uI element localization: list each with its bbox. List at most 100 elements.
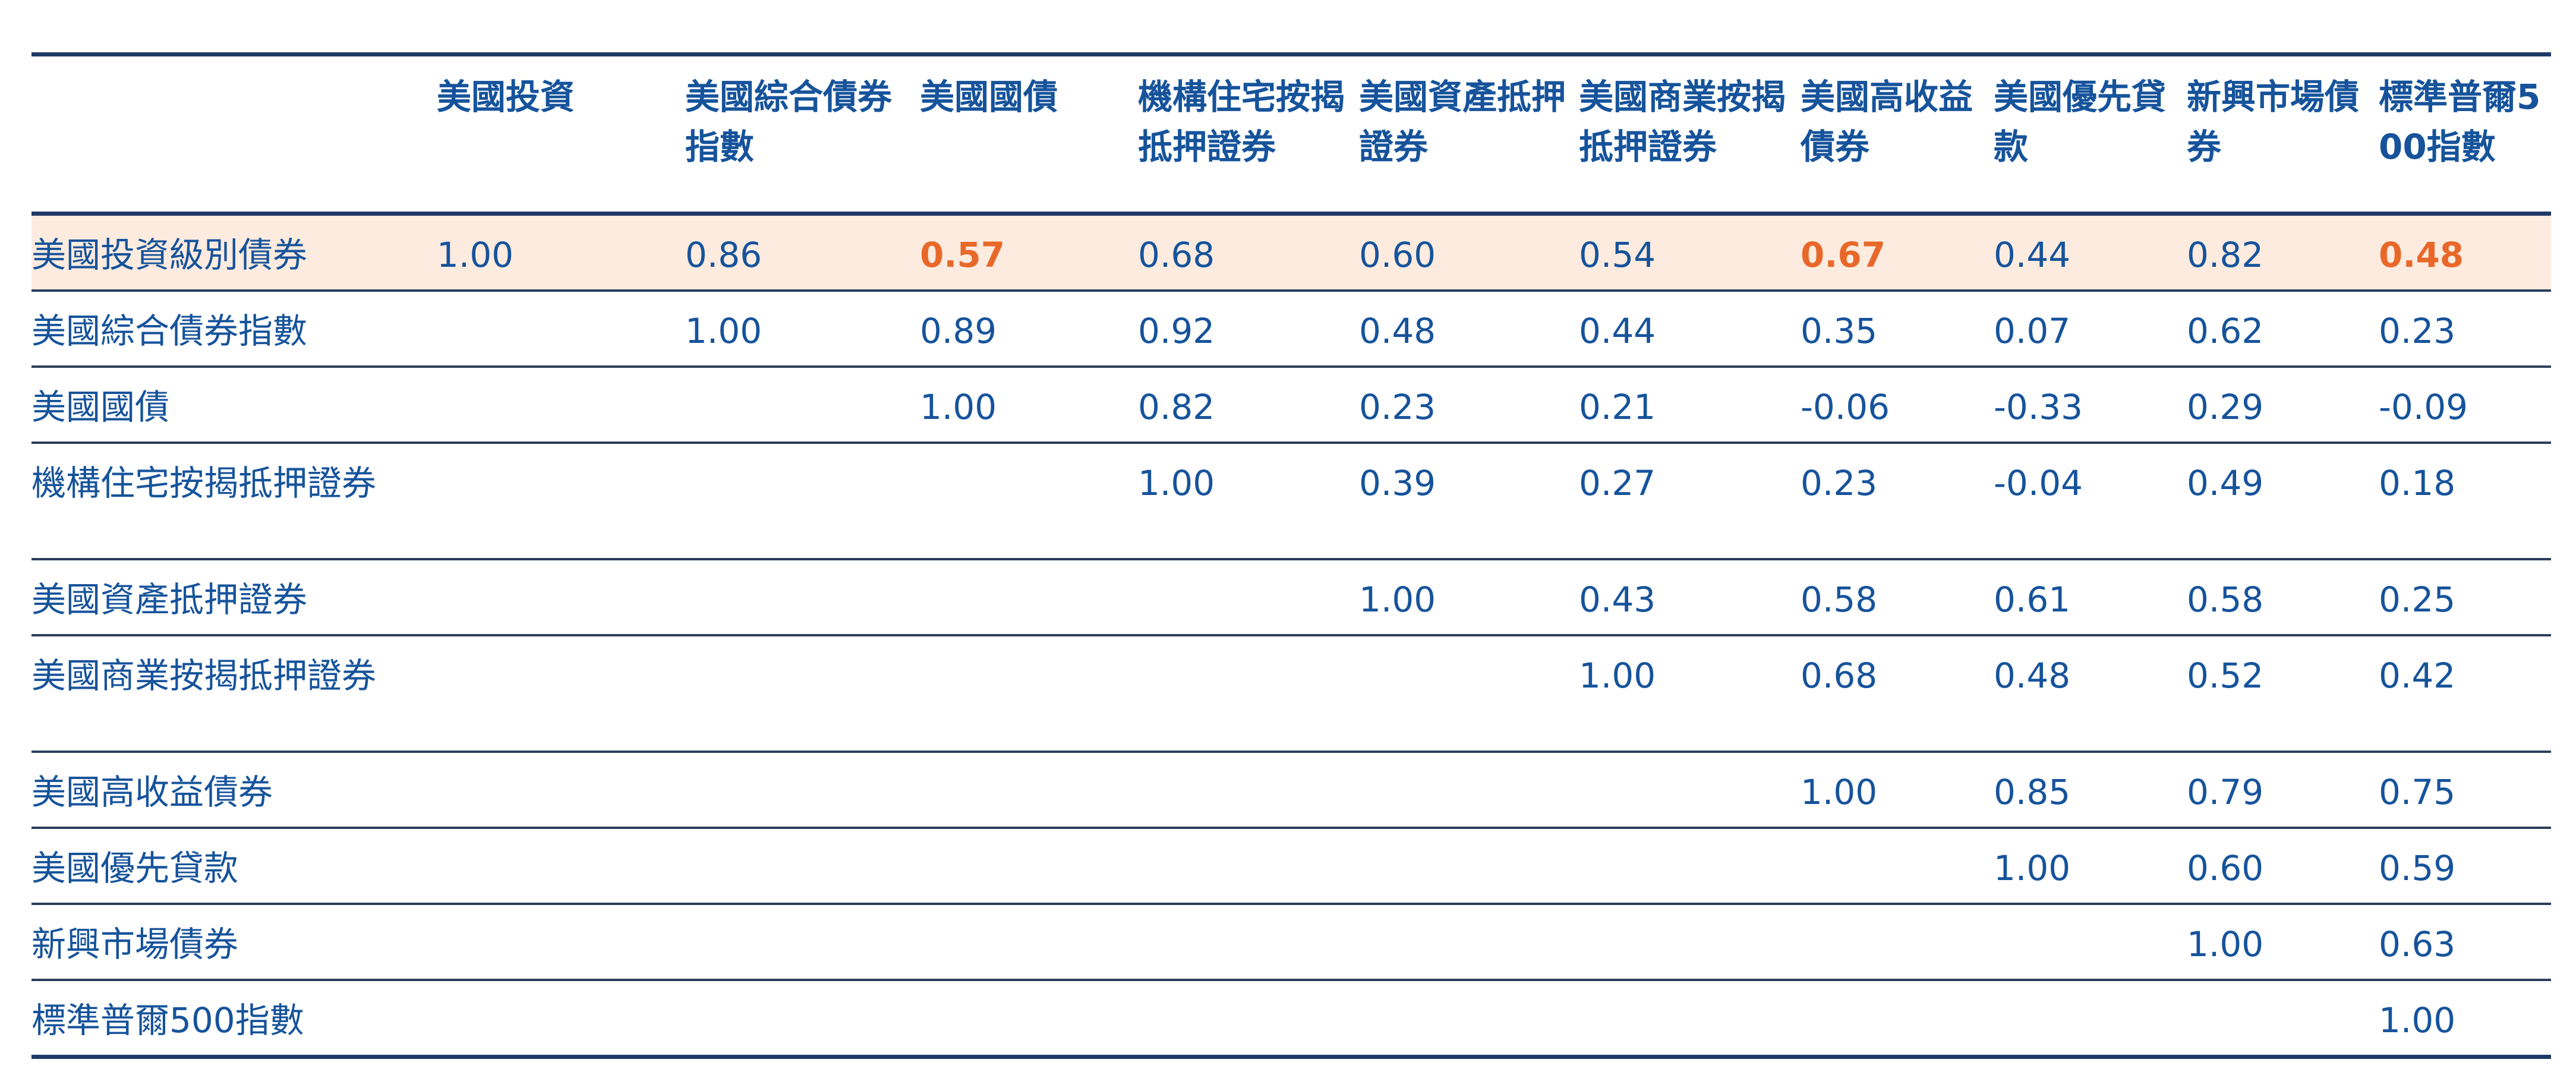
- column-header: 美國資產抵押證券: [1359, 77, 1566, 167]
- correlation-cell: 0.82: [2187, 235, 2264, 275]
- column-header: 機構住宅按揭抵押證券: [1138, 77, 1345, 167]
- correlation-cell: 0.62: [2187, 311, 2264, 351]
- row-label: 美國資產抵押證券: [31, 579, 308, 620]
- row-label: 新興市場債券: [31, 924, 239, 964]
- correlation-cell: 1.00: [685, 311, 762, 351]
- correlation-cell: 1.00: [920, 387, 997, 427]
- table-row: 美國高收益債券 1.00 0.85 0.79 0.75: [31, 752, 2551, 828]
- row-label: 機構住宅按揭抵押證券: [31, 463, 377, 503]
- correlation-cell: [437, 635, 685, 752]
- correlation-cell: 0.68: [1801, 655, 1878, 696]
- correlation-cell: 0.79: [2187, 772, 2264, 812]
- correlation-cell: [437, 828, 685, 904]
- column-header: 新興市場債券: [2187, 77, 2360, 167]
- table-row: 標準普爾500指數 1.00: [31, 980, 2551, 1057]
- correlation-cell: [920, 828, 1138, 904]
- correlation-cell: [1138, 559, 1359, 635]
- correlation-cell: 0.59: [2379, 848, 2456, 888]
- column-header: 美國優先貸款: [1994, 77, 2167, 167]
- correlation-cell: 0.54: [1579, 235, 1656, 275]
- header-row: 美國投資 美國綜合債券指數 美國國債 機構住宅按揭抵押證券 美國資產抵押證券 美…: [31, 54, 2551, 214]
- correlation-cell: [1359, 904, 1579, 980]
- correlation-cell: [920, 752, 1138, 828]
- correlation-cell: [1801, 828, 1994, 904]
- correlation-table: 美國投資 美國綜合債券指數 美國國債 機構住宅按揭抵押證券 美國資產抵押證券 美…: [31, 52, 2551, 1059]
- correlation-cell: -0.09: [2379, 387, 2468, 427]
- correlation-cell: 1.00: [1138, 463, 1215, 503]
- correlation-cell: [920, 559, 1138, 635]
- correlation-cell: [920, 904, 1138, 980]
- correlation-cell: [685, 367, 920, 443]
- correlation-cell: 0.48: [2379, 235, 2464, 275]
- column-header: 美國綜合債券指數: [685, 77, 893, 167]
- correlation-cell: 0.07: [1994, 311, 2071, 351]
- correlation-cell: [1138, 828, 1359, 904]
- row-label: 美國國債: [31, 387, 170, 427]
- correlation-cell: 0.68: [1138, 235, 1215, 275]
- correlation-cell: [685, 980, 920, 1057]
- correlation-cell: 0.49: [2187, 463, 2264, 503]
- correlation-cell: [685, 828, 920, 904]
- correlation-cell: [920, 980, 1138, 1057]
- correlation-cell: [1359, 752, 1579, 828]
- correlation-cell: 0.23: [2379, 311, 2456, 351]
- table-body: 美國投資級別債券 1.00 0.86 0.57 0.68 0.60 0.54 0.67 0.44…: [31, 213, 2551, 1057]
- correlation-cell: [685, 443, 920, 559]
- correlation-cell: [685, 635, 920, 752]
- correlation-cell: [685, 559, 920, 635]
- correlation-cell: 0.67: [1801, 235, 1886, 275]
- correlation-cell: 0.82: [1138, 387, 1215, 427]
- correlation-cell: 1.00: [437, 235, 514, 275]
- correlation-cell: [1138, 904, 1359, 980]
- row-label: 美國綜合債券指數: [31, 311, 308, 351]
- correlation-cell: 0.60: [2187, 848, 2264, 888]
- row-label: 標準普爾500指數: [31, 1000, 304, 1041]
- correlation-cell: -0.04: [1994, 463, 2083, 503]
- correlation-cell: 0.75: [2379, 772, 2456, 812]
- correlation-cell: 0.39: [1359, 463, 1436, 503]
- correlation-cell: 0.86: [685, 235, 762, 275]
- correlation-cell: 0.27: [1579, 463, 1656, 503]
- header-corner: [31, 55, 437, 214]
- correlation-cell: -0.06: [1801, 387, 1890, 427]
- correlation-cell: 1.00: [1359, 579, 1436, 620]
- correlation-cell: 0.44: [1579, 311, 1656, 351]
- correlation-cell: [1994, 904, 2187, 980]
- correlation-cell: 0.25: [2379, 579, 2456, 620]
- correlation-cell: 0.43: [1579, 579, 1656, 620]
- correlation-cell: -0.33: [1994, 387, 2083, 427]
- correlation-cell: [1579, 828, 1801, 904]
- correlation-cell: [437, 443, 685, 559]
- table-row: 美國綜合債券指數 1.00 0.89 0.92 0.48 0.44 0.35 0.07 0.62…: [31, 291, 2551, 367]
- table-row: 新興市場債券 1.00 0.63: [31, 904, 2551, 980]
- row-label: 美國優先貸款: [31, 848, 239, 888]
- table-row: 機構住宅按揭抵押證券 1.00 0.39 0.27 0.23 -0.04 0.49 0.18: [31, 443, 2551, 559]
- correlation-cell: 0.58: [1801, 579, 1878, 620]
- correlation-cell: [1579, 980, 1801, 1057]
- column-header: 美國國債: [920, 77, 1058, 117]
- correlation-cell: 1.00: [2379, 1000, 2456, 1041]
- correlation-cell: [437, 559, 685, 635]
- row-label: 美國商業按揭抵押證券: [31, 655, 377, 696]
- correlation-cell: [1801, 980, 1994, 1057]
- correlation-cell: 0.58: [2187, 579, 2264, 620]
- correlation-cell: 0.48: [1994, 655, 2071, 696]
- correlation-cell: [437, 752, 685, 828]
- correlation-cell: [685, 904, 920, 980]
- correlation-cell: [1359, 635, 1579, 752]
- table-row: 美國優先貸款 1.00 0.60 0.59: [31, 828, 2551, 904]
- correlation-cell: [1801, 904, 1994, 980]
- column-header: 美國投資: [437, 77, 575, 117]
- correlation-cell: [1579, 752, 1801, 828]
- correlation-cell: [920, 635, 1138, 752]
- correlation-cell: 1.00: [2187, 924, 2264, 964]
- column-header: 美國商業按揭抵押證券: [1579, 77, 1786, 167]
- correlation-cell: 0.48: [1359, 311, 1436, 351]
- correlation-cell: 1.00: [1801, 772, 1878, 812]
- correlation-cell: 0.42: [2379, 655, 2456, 696]
- table-row: 美國國債 1.00 0.82 0.23 0.21 -0.06 -0.33 0.29 -0.09: [31, 367, 2551, 443]
- correlation-cell: [437, 367, 685, 443]
- correlation-cell: 0.52: [2187, 655, 2264, 696]
- correlation-cell: 0.57: [920, 235, 1005, 275]
- correlation-table-container: 美國投資 美國綜合債券指數 美國國債 機構住宅按揭抵押證券 美國資產抵押證券 美…: [31, 52, 2551, 1059]
